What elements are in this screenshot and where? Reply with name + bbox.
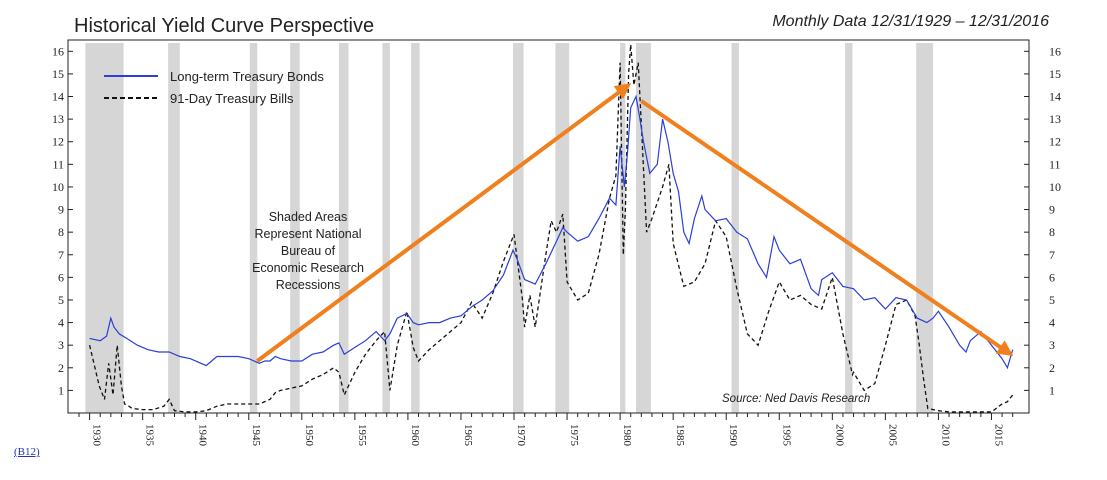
recession-band-6 bbox=[411, 43, 420, 413]
x-tick-label-1970: 1970 bbox=[515, 424, 527, 447]
legend-label-bills: 91-Day Treasury Bills bbox=[170, 91, 294, 106]
y-tick-label-right-6: 6 bbox=[1049, 270, 1055, 284]
y-tick-label-right-16: 16 bbox=[1049, 44, 1061, 58]
note-line-4: Economic Research bbox=[252, 261, 364, 275]
x-tick-label-1935: 1935 bbox=[144, 424, 156, 447]
series-line-91-day-treasury-bills bbox=[88, 44, 1014, 413]
y-tick-label-right-12: 12 bbox=[1049, 135, 1061, 149]
y-tick-label-left-6: 6 bbox=[58, 270, 64, 284]
recession-band-12 bbox=[845, 43, 853, 413]
x-tick-label-1950: 1950 bbox=[303, 424, 315, 447]
source-note: Source: Ned Davis Research bbox=[722, 393, 870, 405]
recession-band-4 bbox=[338, 43, 349, 413]
x-tick-label-1965: 1965 bbox=[462, 424, 474, 447]
y-tick-label-right-4: 4 bbox=[1049, 316, 1055, 330]
y-tick-label-right-9: 9 bbox=[1049, 203, 1055, 217]
y-tick-label-left-13: 13 bbox=[52, 112, 64, 126]
x-tick-label-1995: 1995 bbox=[780, 424, 792, 447]
note-line-3: Bureau of bbox=[281, 244, 336, 258]
y-tick-label-right-5: 5 bbox=[1049, 293, 1055, 307]
y-tick-label-right-14: 14 bbox=[1049, 90, 1061, 104]
y-tick-label-right-11: 11 bbox=[1049, 157, 1061, 171]
x-tick-label-2000: 2000 bbox=[833, 424, 845, 447]
y-tick-label-right-8: 8 bbox=[1049, 225, 1055, 239]
recession-band-5 bbox=[382, 43, 390, 413]
x-tick-label-2010: 2010 bbox=[939, 424, 951, 447]
y-tick-label-left-16: 16 bbox=[52, 44, 64, 58]
y-tick-label-right-2: 2 bbox=[1049, 361, 1055, 375]
recession-band-2 bbox=[249, 43, 258, 413]
trend-arrow-0 bbox=[256, 83, 632, 363]
x-tick-label-1930: 1930 bbox=[91, 424, 103, 447]
note-line-5: Recessions bbox=[276, 278, 341, 292]
series-line-long-term-treasury-bonds bbox=[89, 94, 1014, 370]
recession-shading bbox=[85, 43, 934, 413]
recession-band-13 bbox=[916, 43, 934, 413]
x-tick-label-1980: 1980 bbox=[621, 424, 633, 447]
recession-band-1 bbox=[168, 43, 180, 413]
y-tick-label-left-9: 9 bbox=[58, 203, 64, 217]
x-tick-label-2005: 2005 bbox=[886, 424, 898, 447]
y-tick-label-left-14: 14 bbox=[52, 90, 64, 104]
y-tick-label-right-1: 1 bbox=[1049, 383, 1055, 397]
x-tick-label-1940: 1940 bbox=[197, 424, 209, 447]
y-tick-label-left-4: 4 bbox=[58, 316, 64, 330]
y-tick-label-right-13: 13 bbox=[1049, 112, 1061, 126]
y-tick-label-left-8: 8 bbox=[58, 225, 64, 239]
x-tick-label-1990: 1990 bbox=[727, 424, 739, 447]
y-tick-label-left-10: 10 bbox=[52, 180, 64, 194]
y-tick-label-left-7: 7 bbox=[58, 248, 64, 262]
recession-band-7 bbox=[512, 43, 524, 413]
legend-label-bonds: Long-term Treasury Bonds bbox=[170, 69, 324, 84]
y-tick-label-left-3: 3 bbox=[58, 338, 64, 352]
y-tick-label-left-12: 12 bbox=[52, 135, 64, 149]
x-tick-label-1945: 1945 bbox=[250, 424, 262, 447]
trend-arrows bbox=[256, 83, 1014, 363]
x-axis: 1930 1935 1940 1945 1950 1955 1960 1965 1970 1975… bbox=[78, 413, 1014, 447]
chart-code-link[interactable]: (B12) bbox=[14, 446, 40, 458]
y-tick-label-left-1: 1 bbox=[58, 383, 64, 397]
y-tick-label-right-7: 7 bbox=[1049, 248, 1055, 262]
y-tick-label-right-3: 3 bbox=[1049, 338, 1055, 352]
trend-arrow-1 bbox=[640, 99, 1014, 357]
legend: Long-term Treasury Bonds 91-Day Treasury… bbox=[104, 69, 324, 106]
x-tick-label-1975: 1975 bbox=[568, 424, 580, 447]
recession-band-3 bbox=[290, 43, 300, 413]
y-tick-label-right-15: 15 bbox=[1049, 67, 1061, 81]
chart-title: Historical Yield Curve Perspective bbox=[74, 15, 375, 37]
recession-note: Shaded Areas Represent National Bureau o… bbox=[252, 210, 364, 292]
y-tick-label-left-2: 2 bbox=[58, 361, 64, 375]
y-tick-label-right-10: 10 bbox=[1049, 180, 1061, 194]
note-line-1: Shaded Areas bbox=[269, 210, 348, 224]
note-line-2: Represent National bbox=[254, 227, 361, 241]
recession-band-11 bbox=[731, 43, 739, 413]
y-tick-label-left-5: 5 bbox=[58, 293, 64, 307]
x-tick-label-2015: 2015 bbox=[992, 424, 1004, 447]
y-tick-label-left-11: 11 bbox=[52, 157, 64, 171]
y-tick-label-left-15: 15 bbox=[52, 67, 64, 81]
chart-subtitle: Monthly Data 12/31/1929 – 12/31/2016 bbox=[772, 13, 1049, 30]
x-tick-label-1960: 1960 bbox=[409, 424, 421, 447]
x-tick-label-1985: 1985 bbox=[674, 424, 686, 447]
recession-band-10 bbox=[636, 43, 651, 413]
x-tick-label-1955: 1955 bbox=[356, 424, 368, 447]
